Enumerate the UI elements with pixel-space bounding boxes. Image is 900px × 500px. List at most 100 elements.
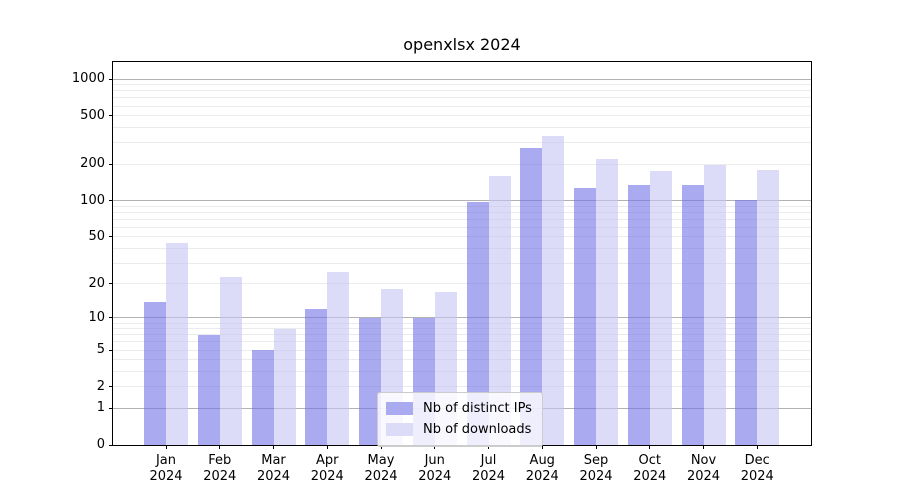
gridline-40 [113,247,811,249]
y-tick-mark-1000 [109,78,113,80]
x-tick-mark-jul [488,445,489,449]
x-tick-mark-dec [756,445,758,449]
gridline-2 [113,386,811,388]
gridline-700 [113,97,811,99]
x-tick-mark-nov [703,445,704,449]
x-tick-label-aug: Aug 2024 [525,453,559,484]
legend-swatch-downloads [386,423,413,436]
x-tick-label-may: May 2024 [364,453,398,484]
bar-distinct-ips-apr [305,309,328,445]
bar-downloads-jan [166,243,188,445]
bar-distinct-ips-jan [144,301,166,445]
y-tick-label-10: 10 [88,309,105,325]
bar-downloads-aug [542,136,565,445]
x-tick-label-jun: Jun 2024 [418,453,452,484]
bar-downloads-feb [219,276,242,445]
y-tick-label-2: 2 [96,378,105,394]
bar-downloads-oct [649,171,672,445]
bar-distinct-ips-aug [520,148,543,445]
y-tick-mark-0 [109,444,113,446]
x-tick-label-apr: Apr 2024 [310,453,344,484]
gridline-90 [113,205,811,207]
x-tick-mark-feb [219,445,221,449]
y-tick-mark-200 [109,163,113,165]
gridline-9 [113,322,811,324]
x-tick-label-mar: Mar 2024 [256,453,291,484]
x-tick-label-oct: Oct 2024 [633,453,667,484]
bar-downloads-sep [596,159,618,445]
y-tick-label-1000: 1000 [71,71,105,87]
bar-downloads-jul [488,175,511,445]
x-tick-label-nov: Nov 2024 [686,453,721,484]
bar-distinct-ips-sep [574,187,596,445]
gridline-100 [113,200,811,202]
gridline-30 [113,262,811,264]
gridline-300 [113,142,811,144]
x-tick-mark-may [380,445,382,449]
bar-distinct-ips-jul [466,202,489,445]
bar-downloads-mar [273,328,296,445]
legend-item-downloads: Nb of downloads [386,419,532,440]
bar-distinct-ips-dec [735,199,758,445]
y-tick-label-500: 500 [80,107,105,123]
y-tick-label-200: 200 [80,156,105,172]
legend-item-distinct-ips: Nb of distinct IPs [386,398,532,419]
y-tick-mark-500 [109,115,113,117]
gridline-7 [113,334,811,336]
gridline-4 [113,359,811,361]
gridline-1000 [113,78,811,80]
y-tick-label-5: 5 [96,342,105,358]
legend-swatch-distinct-ips [386,402,413,415]
x-tick-label-jan: Jan 2024 [149,453,183,484]
x-tick-mark-aug [541,445,543,449]
gridline-6 [113,341,811,343]
y-tick-mark-10 [109,317,113,319]
gridline-400 [113,127,811,128]
gridline-5 [113,349,811,351]
gridline-50 [113,236,811,238]
x-tick-label-jul: Jul 2024 [471,453,506,484]
x-tick-mark-oct [649,445,651,449]
gridline-80 [113,211,811,213]
bar-distinct-ips-oct [627,184,650,445]
gridline-8 [113,328,811,330]
x-tick-mark-apr [326,445,328,449]
y-tick-label-1: 1 [96,400,105,416]
x-tick-label-dec: Dec 2024 [740,453,774,484]
bar-distinct-ips-feb [197,334,220,445]
x-tick-label-sep: Sep 2024 [579,453,613,484]
gridline-3 [113,371,811,373]
x-tick-mark-jun [434,445,436,449]
gridline-900 [113,84,811,86]
gridline-20 [113,283,811,285]
x-tick-label-feb: Feb 2024 [203,453,237,484]
gridline-600 [113,105,811,107]
gridline-800 [113,90,811,92]
y-tick-label-100: 100 [80,192,105,208]
y-tick-label-20: 20 [88,275,105,291]
gridline-500 [113,115,811,117]
gridline-70 [113,218,811,220]
y-tick-mark-50 [109,236,113,238]
x-tick-mark-jan [165,445,167,449]
bar-downloads-apr [327,272,350,445]
y-tick-label-50: 50 [88,228,105,244]
y-tick-mark-1 [109,407,113,409]
bar-distinct-ips-mar [251,350,274,445]
bar-downloads-dec [757,169,780,445]
gridline-10 [113,317,811,319]
chart-title: openxlsx 2024 [403,35,521,54]
y-tick-mark-5 [109,349,113,351]
y-tick-label-0: 0 [96,437,105,452]
plot-area: 0 1 2 5 10 20 50 100 200 500 1000 Jan 2024 Feb 2024 Ma… [72,61,812,484]
x-tick-mark-mar [273,445,274,449]
bar-downloads-nov [703,164,726,445]
y-tick-mark-100 [109,200,113,202]
legend: Nb of distinct IPs Nb of downloads [377,392,543,447]
y-tick-mark-20 [109,283,113,285]
gridline-200 [113,163,811,165]
legend-label-distinct-ips: Nb of distinct IPs [423,401,532,416]
bar-distinct-ips-may [359,318,381,445]
y-tick-mark-2 [109,386,113,388]
